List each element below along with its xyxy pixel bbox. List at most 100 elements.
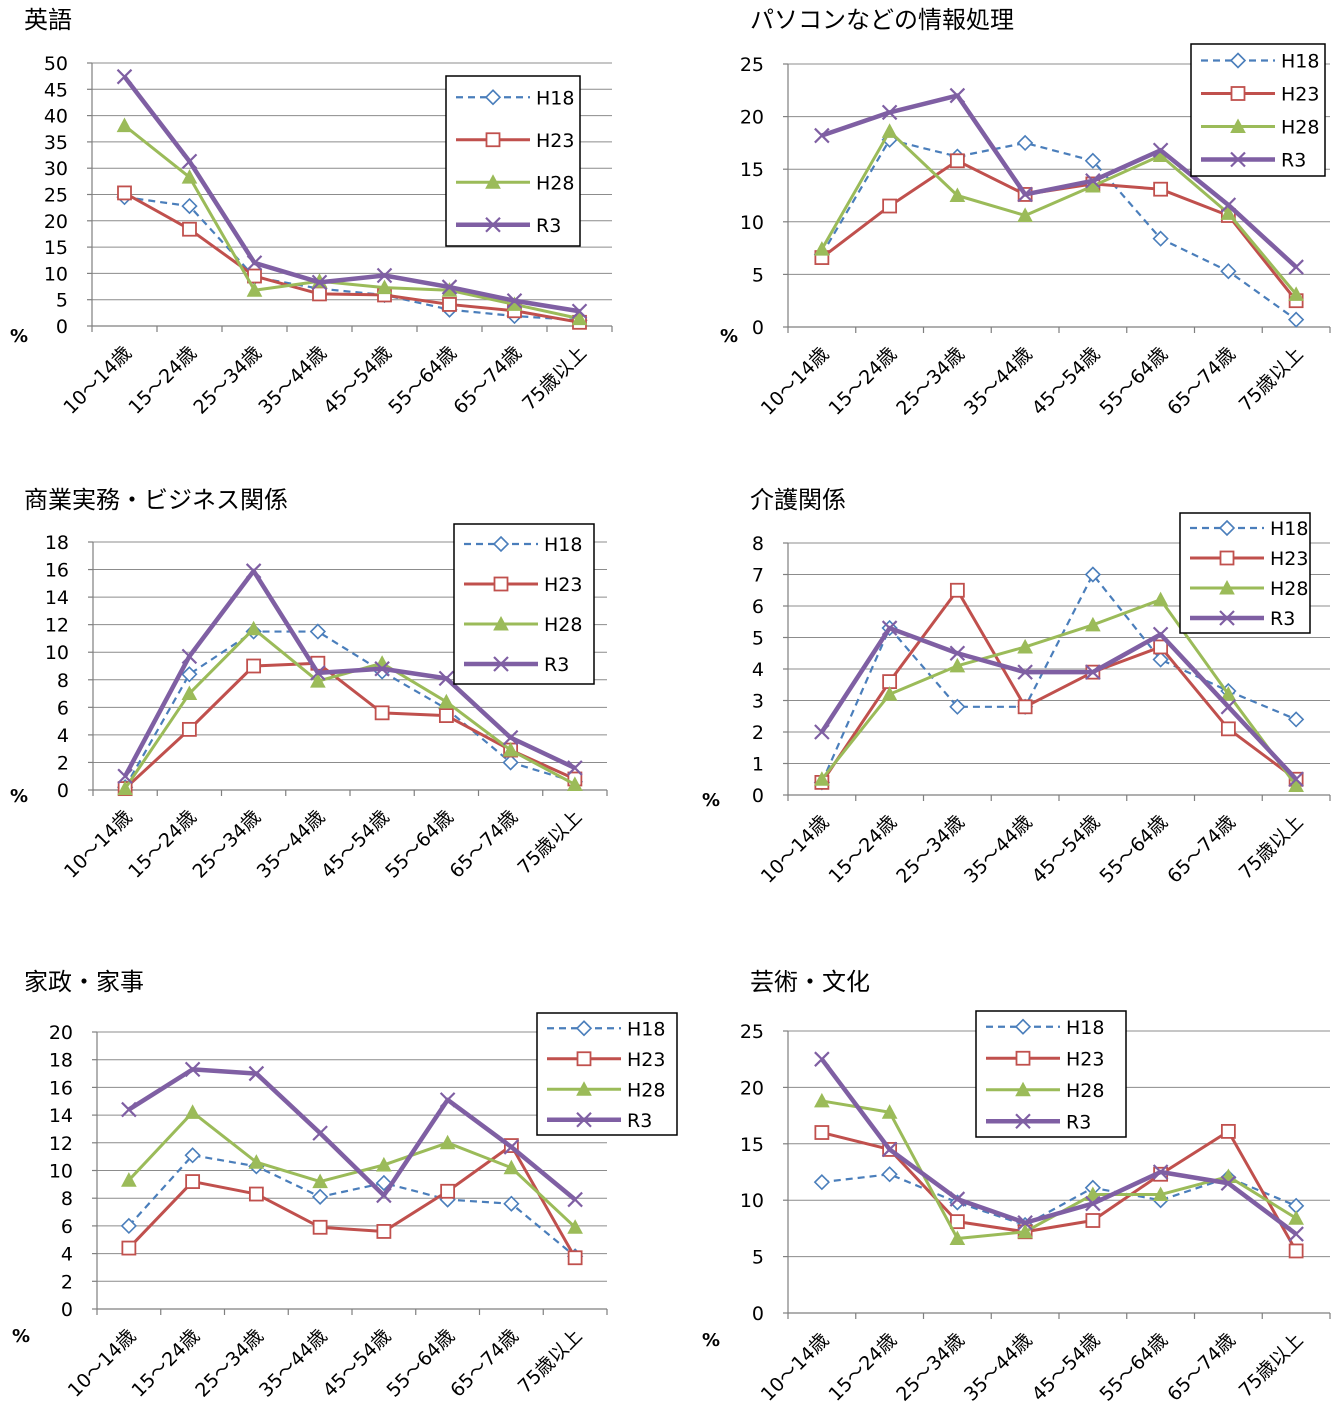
category-label: 10～14歳 [757, 1329, 834, 1406]
data-point [814, 1125, 830, 1140]
category-label: 55～64歳 [1096, 343, 1173, 420]
legend-box [1190, 43, 1326, 177]
data-point [502, 741, 519, 757]
data-point [506, 292, 523, 309]
series-line [127, 1144, 577, 1259]
data-point [1085, 1186, 1101, 1202]
y-tick-label: 20 [740, 107, 764, 129]
y-tick-label: 4 [61, 1244, 73, 1266]
category-label: 35～44歳 [253, 806, 330, 883]
legend-label: R3 [1066, 1111, 1091, 1133]
series-line [820, 588, 1298, 784]
legend: H18 H23 H28 R3 [536, 1012, 678, 1136]
data-point [1220, 197, 1237, 213]
data-point [181, 666, 198, 683]
data-point [1017, 207, 1033, 222]
series-line [820, 598, 1298, 787]
data-point [181, 153, 198, 170]
chart-title: 家政・家事 [24, 968, 144, 996]
legend-marker [1229, 52, 1247, 69]
series-line [122, 75, 580, 314]
category-label: 65～74歳 [446, 1325, 523, 1402]
y-tick-label: 40 [44, 106, 68, 128]
series-line [820, 129, 1298, 296]
y-tick-label: 2 [57, 752, 69, 774]
data-point [182, 221, 197, 237]
data-point [245, 563, 262, 579]
data-point [181, 197, 198, 215]
legend-marker [1015, 1113, 1031, 1130]
data-point [1153, 639, 1169, 655]
data-point [121, 1240, 137, 1256]
y-tick-label: 2 [752, 722, 764, 744]
unit-label: % [10, 786, 28, 807]
data-point [1152, 651, 1169, 668]
legend-marker [576, 1081, 592, 1096]
data-point [1017, 699, 1033, 715]
data-point [1287, 311, 1305, 328]
category-label: 75歳以上 [514, 1325, 587, 1398]
data-point [503, 1159, 520, 1175]
data-point [376, 267, 393, 284]
y-tick-label: 6 [752, 596, 764, 618]
category-label: 10～14歳 [60, 806, 137, 883]
data-point [814, 241, 830, 256]
data-point [246, 658, 262, 674]
data-point [376, 1156, 392, 1172]
data-point [442, 297, 457, 312]
category-label: 10～14歳 [59, 342, 136, 419]
legend-box [453, 523, 595, 685]
data-point [1288, 286, 1304, 301]
y-tick-label: 15 [740, 1134, 764, 1156]
legend: H18 H23 H28 R3 [445, 75, 581, 247]
data-point [814, 771, 830, 786]
data-point [571, 310, 588, 326]
y-tick-label: 2 [61, 1271, 73, 1293]
y-tick-label: 5 [56, 290, 68, 312]
series-line [124, 196, 580, 322]
data-point [376, 1224, 392, 1239]
legend-marker [485, 174, 501, 189]
legend-label: R3 [544, 654, 569, 676]
data-point [309, 623, 327, 640]
y-tick-label: 10 [49, 1161, 73, 1183]
legend-label: H23 [544, 574, 582, 596]
category-label: 15～24歳 [128, 1325, 205, 1402]
data-point [121, 1101, 137, 1118]
y-tick-label: 18 [45, 532, 69, 554]
legend: H18 H23 H28 R3 [1179, 512, 1311, 634]
legend-label: H28 [1270, 578, 1308, 600]
category-label: 35～44歳 [254, 342, 331, 419]
legend-marker [493, 615, 509, 631]
chart-title: 商業実務・ビジネス関係 [24, 486, 288, 514]
series-line [821, 93, 1298, 269]
legend-marker [1230, 86, 1246, 101]
y-tick-label: 0 [57, 780, 69, 802]
category-label: 75歳以上 [1235, 811, 1308, 884]
y-tick-label: 14 [49, 1105, 73, 1127]
series-line [820, 159, 1298, 302]
y-tick-label: 20 [740, 1077, 764, 1099]
y-tick-label: 10 [740, 212, 764, 234]
data-point [117, 185, 132, 201]
category-label: 25～34歳 [892, 343, 969, 420]
data-point [949, 657, 966, 673]
data-point [881, 1104, 898, 1119]
legend-label: H23 [627, 1049, 665, 1071]
data-point [116, 68, 133, 85]
data-point [1220, 1175, 1237, 1192]
legend-marker [1218, 519, 1236, 537]
y-tick-label: 10 [740, 1190, 764, 1212]
legend-marker [1015, 1050, 1031, 1066]
data-point [949, 153, 965, 169]
category-label: 10～14歳 [64, 1325, 141, 1402]
series-r3 [814, 1051, 1304, 1242]
unit-label: % [10, 326, 28, 347]
category-label: 35～44歳 [255, 1325, 332, 1402]
data-point [441, 279, 458, 295]
data-point [1017, 186, 1033, 203]
data-point [438, 708, 454, 723]
series-r3 [814, 620, 1304, 788]
legend-label: H18 [1270, 518, 1308, 540]
legend: H18 H23 H28 R3 [1190, 43, 1326, 177]
